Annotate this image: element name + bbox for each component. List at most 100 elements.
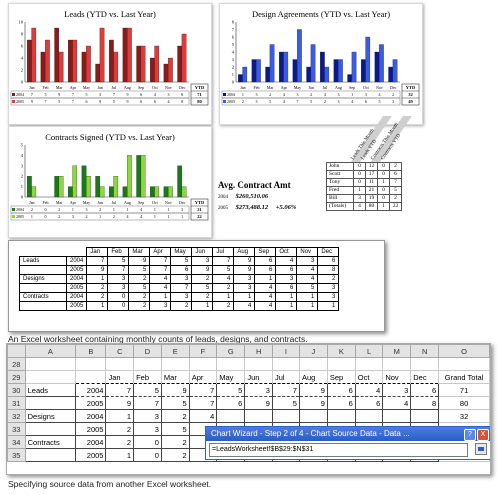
spreadsheet-cell[interactable]: 2005 [75, 448, 107, 462]
spreadsheet-cell[interactable]: 5 [133, 383, 162, 397]
spreadsheet-cell[interactable] [298, 357, 328, 371]
spreadsheet-cell[interactable]: 2 [160, 409, 190, 423]
spreadsheet-cell[interactable] [298, 409, 328, 423]
spreadsheet-cell[interactable]: 9 [244, 396, 273, 410]
spreadsheet-cell[interactable] [24, 448, 77, 462]
row-header[interactable]: 35 [7, 448, 26, 462]
spreadsheet-cell[interactable]: 80 [438, 396, 490, 410]
spreadsheet-cell[interactable]: 4 [354, 383, 384, 397]
spreadsheet-cell[interactable] [216, 357, 246, 371]
spreadsheet-cell[interactable] [354, 357, 384, 371]
row-header[interactable]: 33 [7, 422, 26, 436]
spreadsheet-cell[interactable]: 2 [105, 435, 135, 449]
spreadsheet-cell[interactable] [133, 357, 162, 371]
spreadsheet-cell[interactable] [244, 357, 273, 371]
column-header-b[interactable]: B [75, 344, 107, 358]
spreadsheet-cell[interactable]: 1 [105, 409, 135, 423]
column-header-d[interactable]: D [133, 344, 162, 358]
spreadsheet-cell[interactable]: 7 [105, 383, 135, 397]
spreadsheet-cell[interactable] [410, 357, 440, 371]
spreadsheet-cell[interactable] [271, 357, 300, 371]
column-header-g[interactable]: G [216, 344, 246, 358]
spreadsheet-cell[interactable] [24, 396, 77, 410]
spreadsheet-cell[interactable] [75, 357, 107, 371]
spreadsheet-cell[interactable] [410, 409, 440, 423]
spreadsheet-cell[interactable] [244, 409, 273, 423]
spreadsheet-cell[interactable]: Dec [410, 370, 440, 384]
spreadsheet-cell[interactable]: Jun [244, 370, 273, 384]
spreadsheet-cell[interactable] [105, 357, 135, 371]
close-button[interactable]: X [477, 429, 489, 441]
spreadsheet-cell[interactable]: 71 [438, 383, 490, 397]
source-range-input[interactable]: =LeadsWorksheet!$B$29:$N$31 [209, 443, 468, 457]
spreadsheet-cell[interactable]: 3 [244, 383, 273, 397]
spreadsheet-cell[interactable] [382, 409, 412, 423]
spreadsheet-cell[interactable]: Designs [24, 409, 77, 423]
spreadsheet-cell[interactable]: 3 [382, 383, 412, 397]
spreadsheet-cell[interactable] [326, 357, 356, 371]
spreadsheet-cell[interactable] [160, 357, 190, 371]
column-header-n[interactable]: N [410, 344, 440, 358]
spreadsheet-cell[interactable]: 2005 [75, 396, 107, 410]
row-header[interactable]: 29 [7, 370, 26, 384]
spreadsheet-cell[interactable] [75, 370, 107, 384]
column-header-l[interactable]: L [354, 344, 384, 358]
column-header-f[interactable]: F [188, 344, 218, 358]
spreadsheet-cell[interactable]: 0 [133, 435, 162, 449]
spreadsheet-cell[interactable] [438, 357, 490, 371]
spreadsheet-cell[interactable]: 9 [298, 396, 328, 410]
spreadsheet-cell[interactable]: 5 [216, 383, 246, 397]
spreadsheet-cell[interactable]: 9 [105, 396, 135, 410]
spreadsheet-cell[interactable]: 6 [354, 396, 384, 410]
spreadsheet-cell[interactable] [188, 357, 218, 371]
row-header[interactable]: 31 [7, 396, 26, 410]
help-button[interactable]: ? [464, 429, 476, 441]
spreadsheet-cell[interactable]: 5 [160, 422, 190, 436]
spreadsheet-cell[interactable]: 2004 [75, 435, 107, 449]
spreadsheet-cell[interactable]: 6 [216, 396, 246, 410]
spreadsheet-cell[interactable]: Leads [24, 383, 77, 397]
column-header-o[interactable]: O [438, 344, 490, 358]
spreadsheet-cell[interactable]: 9 [298, 383, 328, 397]
spreadsheet-cell[interactable]: 4 [188, 409, 218, 423]
spreadsheet-cell[interactable]: 4 [382, 396, 412, 410]
spreadsheet-cell[interactable] [24, 357, 77, 371]
column-header-h[interactable]: H [244, 344, 273, 358]
column-header-a[interactable]: A [24, 344, 77, 358]
spreadsheet-cell[interactable]: 0 [133, 448, 162, 462]
spreadsheet-cell[interactable]: Aug [298, 370, 328, 384]
spreadsheet-cell[interactable]: 5 [160, 396, 190, 410]
spreadsheet-cell[interactable]: 3 [133, 422, 162, 436]
spreadsheet-cell[interactable]: 8 [410, 396, 440, 410]
row-header[interactable]: 30 [7, 383, 26, 397]
row-header[interactable]: 32 [7, 409, 26, 423]
spreadsheet-cell[interactable]: 7 [133, 396, 162, 410]
spreadsheet-cell[interactable]: Jan [105, 370, 135, 384]
column-header-e[interactable]: E [160, 344, 190, 358]
spreadsheet-cell[interactable]: 2004 [75, 409, 107, 423]
spreadsheet-cell[interactable]: 7 [188, 396, 218, 410]
spreadsheet-cell[interactable]: Mar [160, 370, 190, 384]
spreadsheet-cell[interactable]: 32 [438, 409, 490, 423]
spreadsheet-cell[interactable]: 2 [105, 422, 135, 436]
column-header-m[interactable]: M [382, 344, 412, 358]
spreadsheet-cell[interactable]: May [216, 370, 246, 384]
column-header-c[interactable]: C [105, 344, 135, 358]
spreadsheet-cell[interactable]: 6 [326, 383, 356, 397]
spreadsheet-cell[interactable]: 2004 [75, 383, 107, 397]
spreadsheet-cell[interactable]: 3 [133, 409, 162, 423]
spreadsheet-cell[interactable]: Apr [188, 370, 218, 384]
spreadsheet-cell[interactable]: Grand Total [438, 370, 490, 384]
spreadsheet-cell[interactable]: Feb [133, 370, 162, 384]
column-header-i[interactable]: I [271, 344, 300, 358]
spreadsheet-cell[interactable]: Contracts [24, 435, 77, 449]
spreadsheet-cell[interactable]: 7 [271, 383, 300, 397]
spreadsheet-cell[interactable]: 6 [326, 396, 356, 410]
spreadsheet-cell[interactable]: 7 [188, 383, 218, 397]
spreadsheet-cell[interactable]: Oct [354, 370, 384, 384]
row-header[interactable]: 34 [7, 435, 26, 449]
spreadsheet-cell[interactable]: 9 [160, 383, 190, 397]
chart-wizard-titlebar[interactable]: Chart Wizard - Step 2 of 4 - Chart Sourc… [206, 427, 490, 441]
spreadsheet-cell[interactable]: Nov [382, 370, 412, 384]
spreadsheet-cell[interactable]: Jul [271, 370, 300, 384]
